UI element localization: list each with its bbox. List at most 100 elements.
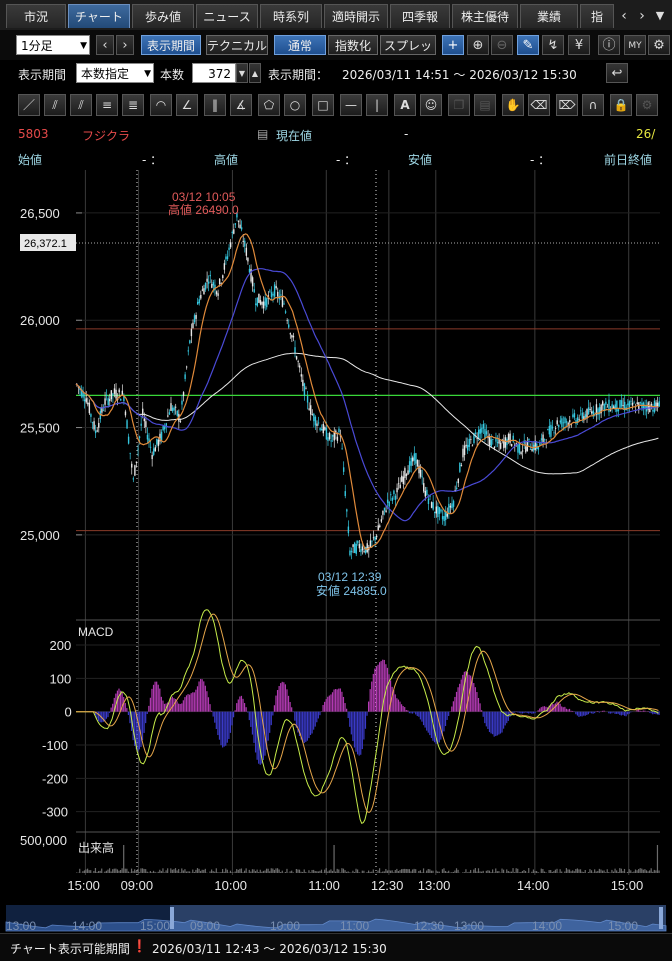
volume-bar: [187, 871, 188, 873]
horizontal-lines-icon[interactable]: ≡: [96, 94, 118, 116]
next-button[interactable]: ›: [116, 35, 134, 55]
macd-hist-bar: [311, 712, 312, 734]
zoom-in-icon[interactable]: ⊕: [467, 35, 489, 55]
macd-hist-bar: [98, 712, 99, 722]
tab-news[interactable]: ニュース: [196, 4, 258, 28]
volume-bar: [246, 868, 247, 873]
channel-tool-icon[interactable]: ⫽: [44, 94, 66, 116]
erase-all-icon[interactable]: ⌦: [556, 94, 578, 116]
tab-chart[interactable]: チャート: [68, 4, 130, 28]
tab-index[interactable]: 指: [580, 4, 614, 28]
tab-tick[interactable]: 歩み値: [132, 4, 194, 28]
volume-bar: [376, 872, 377, 873]
volume-bar: [101, 869, 102, 873]
volume-bar: [344, 870, 345, 873]
tab-benefits[interactable]: 株主優待: [452, 4, 518, 28]
normal-button[interactable]: 通常: [274, 35, 326, 55]
volume-bar: [597, 871, 598, 873]
navigator-left-handle[interactable]: [170, 907, 174, 929]
text-tool-icon[interactable]: A: [394, 94, 416, 116]
volume-bar: [415, 869, 416, 873]
macd-hist-bar: [187, 694, 188, 712]
status-range: 2026/03/11 12:43 ～ 2026/03/12 15:30: [152, 940, 387, 957]
hand-icon[interactable]: ✋: [502, 94, 524, 116]
candle-body: [401, 476, 402, 482]
parallel-tool-icon[interactable]: ⫽: [70, 94, 92, 116]
count-down-icon[interactable]: ▼: [236, 63, 248, 83]
yen-icon[interactable]: ¥: [568, 35, 590, 55]
tab-timeseries[interactable]: 時系列: [260, 4, 322, 28]
macd-hist-bar: [376, 666, 377, 711]
navigator-right-handle[interactable]: [659, 907, 663, 929]
volume-bar: [465, 869, 466, 873]
index-button[interactable]: 指数化: [328, 35, 378, 55]
macd-hist-bar: [150, 698, 151, 712]
candle-body: [560, 420, 561, 422]
candle-body: [308, 408, 309, 409]
lock-icon[interactable]: 🔒: [610, 94, 632, 116]
volume-bar: [481, 872, 482, 873]
tab-earnings[interactable]: 業績: [520, 4, 578, 28]
settings-icon[interactable]: ⚙: [648, 35, 670, 55]
vertical-line-icon[interactable]: |: [366, 94, 388, 116]
tab-prev-icon[interactable]: ‹: [614, 6, 634, 26]
candle-body: [467, 445, 468, 450]
candle-body: [244, 241, 245, 247]
tab-next-icon[interactable]: ›: [632, 6, 652, 26]
volume-bar: [522, 871, 523, 873]
technical-button[interactable]: テクニカル: [206, 35, 268, 55]
magnet-icon[interactable]: ∩: [582, 94, 604, 116]
candle-body: [431, 502, 432, 508]
gann-tool-icon[interactable]: ∡: [230, 94, 252, 116]
volume-bar: [377, 870, 378, 873]
settings-gear-icon[interactable]: ⚙: [636, 94, 658, 116]
copy-icon[interactable]: ❐: [448, 94, 470, 116]
tab-disclosure[interactable]: 適時開示: [324, 4, 388, 28]
pentagon-icon[interactable]: ⬠: [258, 94, 280, 116]
fibonacci-icon[interactable]: ≣: [122, 94, 144, 116]
macd-hist-bar: [308, 712, 309, 738]
eraser-icon[interactable]: ⌫: [528, 94, 550, 116]
navigator-tick-label: 13:00: [6, 919, 36, 933]
fan-tool-icon[interactable]: ∠: [176, 94, 198, 116]
period-button[interactable]: 表示期間: [141, 35, 201, 55]
icon-tool-icon[interactable]: ☺: [420, 94, 442, 116]
info-icon[interactable]: ⓘ: [598, 35, 620, 55]
macd-hist-bar: [104, 712, 105, 721]
reset-icon[interactable]: ↩: [606, 63, 628, 83]
tab-list-icon[interactable]: ▼: [650, 6, 670, 26]
arc-tool-icon[interactable]: ◠: [150, 94, 172, 116]
macd-hist-bar: [520, 712, 521, 714]
tab-shikiho[interactable]: 四季報: [390, 4, 450, 28]
trend-icon[interactable]: ↯: [542, 35, 564, 55]
volume-bar: [172, 870, 173, 873]
paste-icon[interactable]: ▤: [474, 94, 496, 116]
rectangle-icon[interactable]: □: [312, 94, 334, 116]
horizontal-line-icon[interactable]: —: [340, 94, 362, 116]
macd-hist-bar: [492, 712, 493, 735]
volume-bar: [297, 869, 298, 873]
interval-select[interactable]: 1分足▼: [16, 35, 90, 55]
period-mode-select[interactable]: 本数指定▼: [76, 63, 154, 83]
prev-button[interactable]: ‹: [96, 35, 114, 55]
count-up-icon[interactable]: ▲: [249, 63, 261, 83]
add-icon[interactable]: +: [442, 35, 464, 55]
volume-bar: [652, 872, 653, 873]
circle-icon[interactable]: ○: [284, 94, 306, 116]
spread-button[interactable]: スプレッド: [380, 35, 436, 55]
volume-bar: [263, 871, 264, 873]
volume-bar: [560, 869, 561, 873]
candle-body: [90, 414, 91, 417]
count-input[interactable]: 372: [192, 63, 236, 83]
vertical-lines-icon[interactable]: ‖: [204, 94, 226, 116]
volume-bar: [258, 872, 259, 873]
macd-hist-bar: [241, 696, 242, 712]
macd-hist-bar: [429, 712, 430, 735]
zoom-out-icon[interactable]: ⊖: [491, 35, 513, 55]
my-chart-icon[interactable]: MY: [624, 35, 646, 55]
line-tool-icon[interactable]: ／: [18, 94, 40, 116]
candle-body: [440, 510, 441, 512]
pencil-icon[interactable]: ✎: [517, 35, 539, 55]
tab-market[interactable]: 市況: [6, 4, 66, 28]
